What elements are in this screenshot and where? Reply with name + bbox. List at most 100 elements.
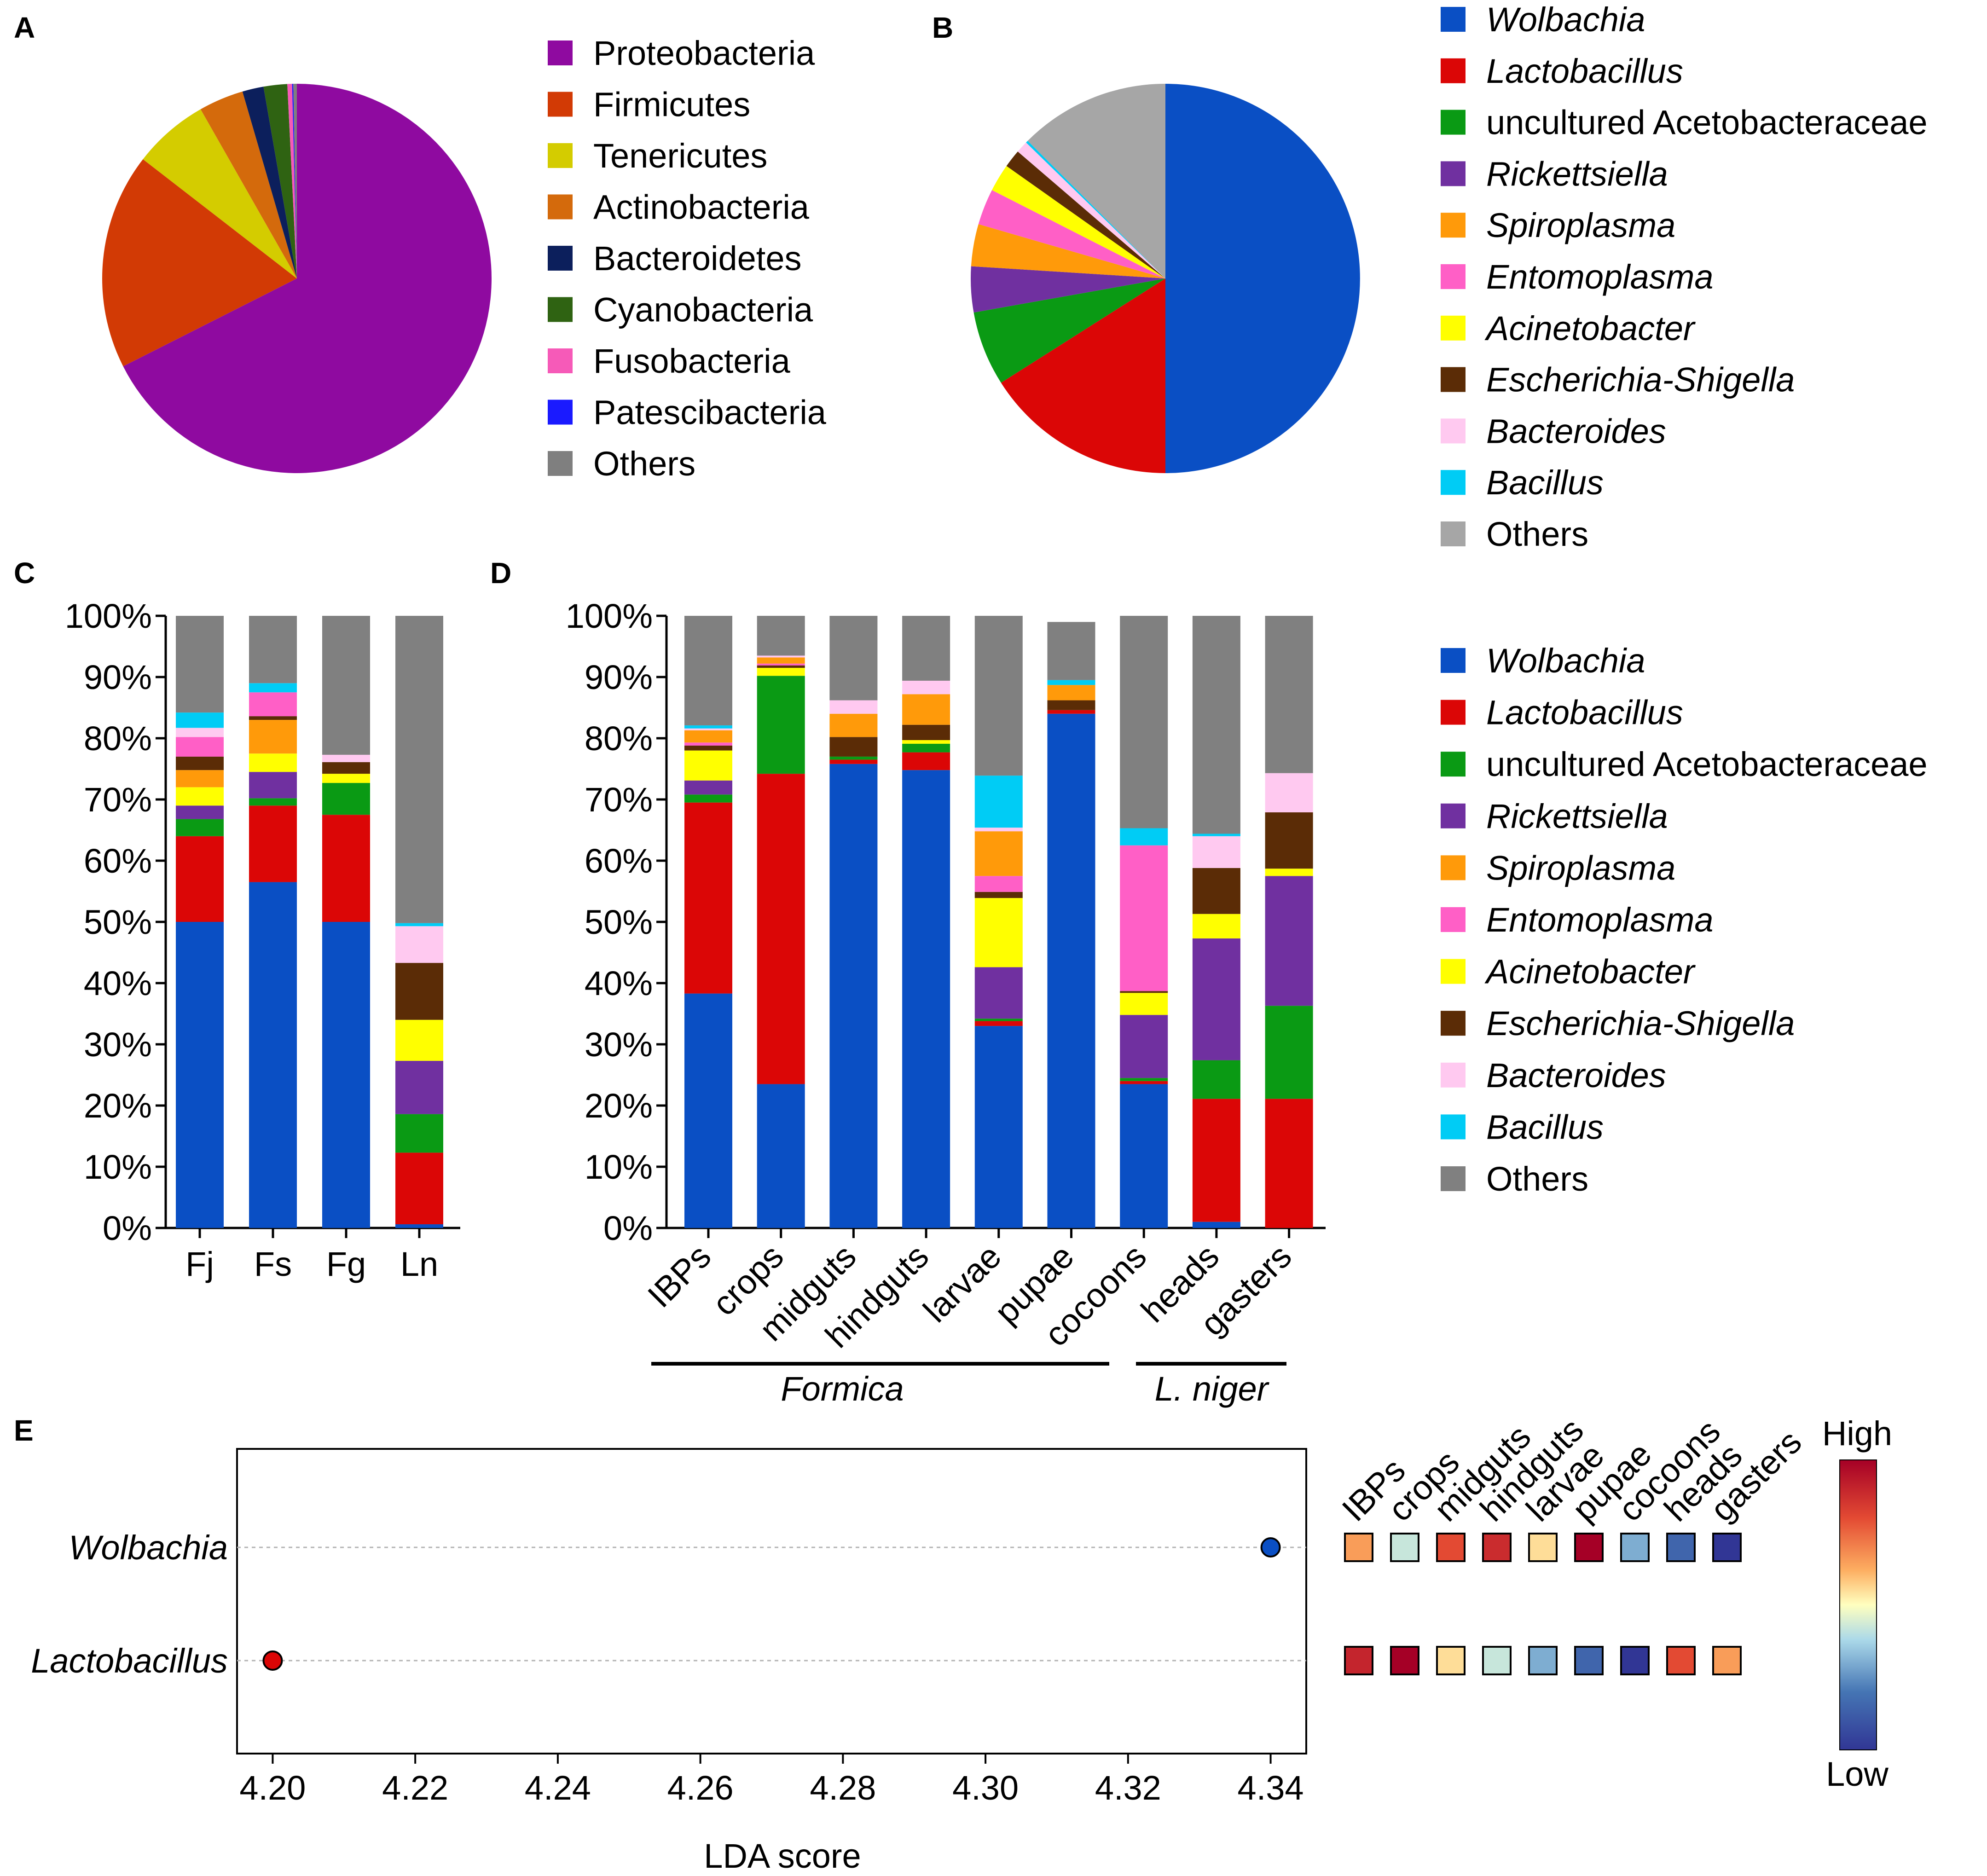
bar-segment-gasters-lactobacillus	[1265, 1099, 1313, 1228]
bar-segment-heads-lactobacillus	[1192, 1099, 1240, 1222]
legend-swatch-cyanobacteria	[548, 297, 573, 322]
bar-segment-fj-acinetobacter	[176, 787, 224, 806]
bar-segment-ibps-escherichia-shigella	[684, 745, 732, 751]
pie-slice-bacteroides	[1018, 142, 1165, 278]
legend-swatch-rickettsiella	[1441, 161, 1466, 186]
y-tick-label: 30%	[585, 1025, 653, 1064]
heatmap-cell-lactobacillus-larvae	[1528, 1646, 1558, 1675]
legend-swatch-spiroplasma	[1441, 213, 1466, 238]
y-tick-label: 50%	[84, 903, 152, 941]
legend-swatch-bacillus	[1441, 470, 1466, 495]
bar-segment-larvae-others	[974, 616, 1023, 776]
legend-label-wolbachia: Wolbachia	[1486, 642, 1645, 680]
heatmap-cell-wolbachia-midguts	[1436, 1533, 1466, 1562]
legend-label-bacillus: Bacillus	[1486, 463, 1604, 502]
bar-segment-hindguts-escherichia-shigella	[902, 724, 950, 740]
legend-swatch-bacteroides	[1441, 418, 1466, 444]
bar-segment-fj-rickettsiella	[176, 805, 224, 819]
bar-segment-cocoons-rickettsiella	[1120, 1015, 1168, 1078]
bar-segment-ibps-entomoplasma	[684, 742, 732, 746]
legend-label-fusobacteria: Fusobacteria	[593, 342, 791, 380]
legend-label-acinetobacter: Acinetobacter	[1484, 309, 1696, 347]
legend-label-bacteroides: Bacteroides	[1486, 412, 1666, 450]
x-tick-label: 4.20	[239, 1769, 306, 1807]
bar-segment-fs-entomoplasma	[249, 692, 297, 717]
bar-segment-fs-lactobacillus	[249, 805, 297, 882]
bar-segment-ibps-spiroplasma	[684, 730, 732, 743]
legend-label-firmicutes: Firmicutes	[593, 86, 750, 124]
x-tick-label: 4.22	[382, 1769, 448, 1807]
legend-swatch-bacillus	[1441, 1114, 1466, 1140]
bar-segment-heads-wolbachia	[1192, 1222, 1240, 1228]
x-tick-label: 4.26	[667, 1769, 734, 1807]
bar-segment-gasters-others	[1265, 616, 1313, 773]
x-tick-label-larvae: larvae	[916, 1237, 1008, 1330]
bar-segment-heads-rickettsiella	[1192, 938, 1240, 1060]
legend-swatch-uncultured-acetobacteraceae	[1441, 752, 1466, 777]
legend-label-actinobacteria: Actinobacteria	[593, 188, 810, 226]
bar-segment-fg-acinetobacter	[322, 774, 370, 783]
y-tick-label: 90%	[84, 658, 152, 696]
legend-swatch-uncultured-acetobacteraceae	[1441, 110, 1466, 135]
y-tick-label: 80%	[84, 719, 152, 758]
x-tick-label: 4.34	[1238, 1769, 1304, 1807]
bar-segment-cocoons-entomoplasma	[1120, 845, 1168, 991]
heatmap-cell-wolbachia-ibps	[1344, 1533, 1373, 1562]
bar-segment-ln-wolbachia	[395, 1224, 443, 1228]
bar-segment-fg-uncultured-acetobacteraceae	[322, 783, 370, 815]
bar-segment-fs-escherichia-shigella	[249, 716, 297, 720]
bar-segment-fs-spiroplasma	[249, 720, 297, 754]
lda-point-lactobacillus	[262, 1650, 283, 1671]
y-tick-label: 20%	[585, 1087, 653, 1125]
bar-segment-larvae-wolbachia	[974, 1026, 1023, 1228]
y-tick-label: 80%	[585, 719, 653, 758]
bar-segment-pupae-others	[1047, 622, 1095, 680]
bar-chart-species: 0% 10% 20% 30% 40% 50% 60% 70% 80% 90% 100% Fj Fs Fg L…	[65, 597, 460, 1283]
legend-label-wolbachia: Wolbachia	[1486, 0, 1645, 39]
y-tick-label: 0%	[603, 1209, 653, 1247]
pie-slice-lactobacillus	[1001, 278, 1165, 473]
legend-label-tenericutes: Tenericutes	[593, 137, 767, 175]
bar-segment-midguts-escherichia-shigella	[829, 737, 878, 757]
legend-swatch-patescibacteria	[548, 400, 573, 425]
pie-slice-others	[1027, 84, 1165, 278]
y-tick-label: 40%	[84, 964, 152, 1002]
bar-segment-pupae-lactobacillus	[1047, 710, 1095, 714]
legend-swatch-fusobacteria	[548, 348, 573, 373]
bar-segment-hindguts-wolbachia	[902, 770, 950, 1228]
legend-swatch-lactobacillus	[1441, 700, 1466, 725]
heatmap-cell-lactobacillus-ibps	[1344, 1646, 1373, 1675]
bar-segment-ibps-lactobacillus	[684, 802, 732, 994]
legend-swatch-others	[1441, 1166, 1466, 1191]
pie-slice-bacteroidetes	[242, 87, 297, 279]
bar-segment-heads-uncultured-acetobacteraceae	[1192, 1060, 1240, 1099]
legend-label-escherichia-shigella: Escherichia-Shigella	[1486, 361, 1795, 399]
legend-label-entomoplasma: Entomoplasma	[1486, 258, 1714, 296]
bar-segment-crops-acinetobacter	[757, 668, 805, 676]
legend-swatch-bacteroidetes	[548, 246, 573, 271]
legend-label-spiroplasma: Spiroplasma	[1486, 206, 1675, 244]
legend-swatch-wolbachia	[1441, 7, 1466, 32]
bar-segment-fs-rickettsiella	[249, 772, 297, 799]
pie-chart-genus	[971, 84, 1360, 473]
bar-segment-fj-uncultured-acetobacteraceae	[176, 819, 224, 836]
row-label-wolbachia: Wolbachia	[69, 1529, 228, 1567]
bar-segment-hindguts-bacteroides	[902, 680, 950, 695]
heatmap-cell-wolbachia-hindguts	[1482, 1533, 1512, 1562]
legend-label-lactobacillus: Lactobacillus	[1486, 694, 1683, 732]
y-tick-label: 30%	[84, 1025, 152, 1064]
bar-segment-crops-spiroplasma	[757, 657, 805, 664]
pie-slice-wolbachia	[1165, 84, 1360, 473]
y-tick-label: 40%	[585, 964, 653, 1002]
legend-label-others: Others	[1486, 515, 1588, 553]
bar-segment-larvae-rickettsiella	[974, 967, 1023, 1019]
bar-segment-midguts-wolbachia	[829, 764, 878, 1228]
bar-segment-crops-escherichia-shigella	[757, 665, 805, 668]
panel-label-b: B	[932, 11, 953, 44]
bar-segment-fj-escherichia-shigella	[176, 756, 224, 770]
bar-segment-cocoons-escherichia-shigella	[1120, 991, 1168, 993]
bar-segment-ln-escherichia-shigella	[395, 963, 443, 1020]
bar-segment-ibps-acinetobacter	[684, 750, 732, 781]
x-tick-label: 4.24	[525, 1769, 591, 1807]
legend-swatch-bacteroides	[1441, 1062, 1466, 1088]
